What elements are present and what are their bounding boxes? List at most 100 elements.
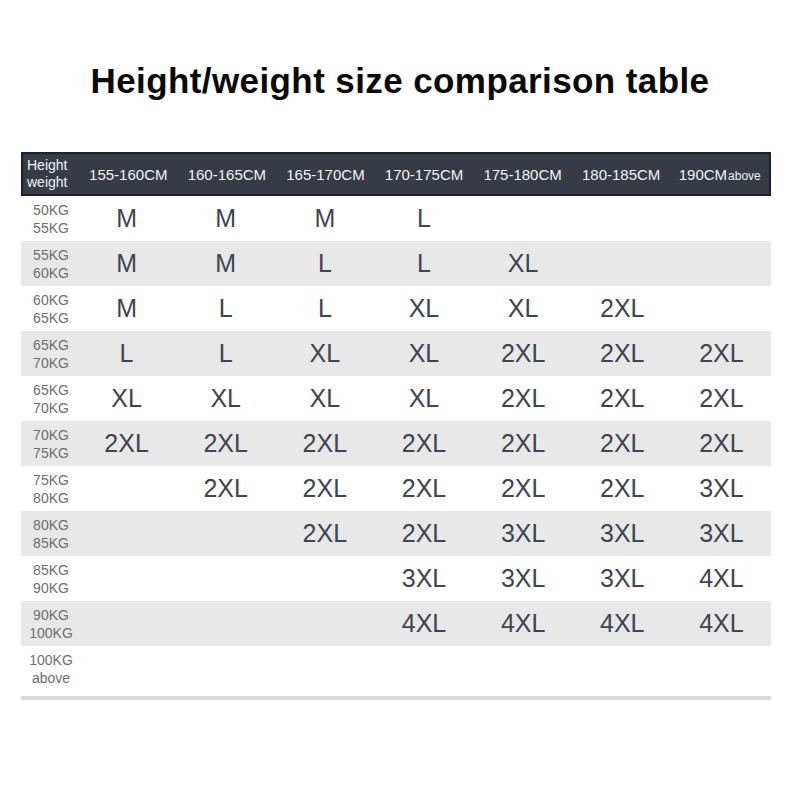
size-cell: L	[374, 204, 473, 233]
size-comparison-table: Height weight 155-160CM 160-165CM 165-17…	[21, 152, 771, 700]
size-cell: 4XL	[474, 609, 573, 638]
table-row: 75KG 80KG 2XL 2XL 2XL 2XL 2XL 3XL	[21, 466, 771, 511]
column-header-suffix: above	[728, 169, 761, 183]
size-cell: L	[374, 249, 473, 278]
weight-line-2: 60KG	[33, 264, 69, 282]
weight-label: 55KG 60KG	[21, 246, 77, 282]
column-header: 155-160CM	[79, 166, 178, 183]
size-cell: 2XL	[573, 339, 672, 368]
size-cell: M	[77, 204, 176, 233]
size-cell: XL	[374, 294, 473, 323]
column-header: 165-170CM	[276, 166, 375, 183]
table-row: 100KG above	[21, 646, 771, 691]
size-cell: 3XL	[672, 519, 771, 548]
size-cell: XL	[275, 384, 374, 413]
table-row: 85KG 90KG 3XL 3XL 3XL 4XL	[21, 556, 771, 601]
size-cell: 2XL	[374, 474, 473, 503]
size-cell: 2XL	[474, 339, 573, 368]
size-cell: 3XL	[573, 564, 672, 593]
table-row: 50KG 55KG M M M L	[21, 196, 771, 241]
weight-label: 65KG 70KG	[21, 381, 77, 417]
corner-cell: Height weight	[23, 157, 79, 191]
size-cell: 4XL	[374, 609, 473, 638]
size-cell: 2XL	[374, 519, 473, 548]
size-cell: 2XL	[573, 384, 672, 413]
weight-line-1: 75KG	[33, 471, 69, 489]
weight-line-2: 80KG	[33, 489, 69, 507]
size-cell: XL	[374, 384, 473, 413]
weight-line-1: 55KG	[33, 246, 69, 264]
size-cell: M	[176, 204, 275, 233]
weight-line-2: 75KG	[33, 444, 69, 462]
size-cell: XL	[374, 339, 473, 368]
size-cell: 2XL	[672, 429, 771, 458]
size-cell: L	[176, 339, 275, 368]
size-cell: 2XL	[275, 474, 374, 503]
size-chart-page: Height/weight size comparison table Heig…	[0, 0, 800, 800]
size-cell: XL	[77, 384, 176, 413]
size-cell: 3XL	[474, 564, 573, 593]
size-cell: 2XL	[77, 429, 176, 458]
table-row: 65KG 70KG L L XL XL 2XL 2XL 2XL	[21, 331, 771, 376]
size-cell: 2XL	[573, 429, 672, 458]
size-cell: 2XL	[474, 474, 573, 503]
size-cell: 2XL	[275, 519, 374, 548]
weight-line-2: 90KG	[33, 579, 69, 597]
size-cell: XL	[176, 384, 275, 413]
size-cell: 4XL	[573, 609, 672, 638]
column-header-main: 190CM	[679, 166, 727, 183]
size-cell: 2XL	[176, 429, 275, 458]
size-cell: 3XL	[374, 564, 473, 593]
size-cell: 4XL	[672, 564, 771, 593]
weight-label: 70KG 75KG	[21, 426, 77, 462]
size-cell: 2XL	[176, 474, 275, 503]
size-cell: M	[77, 249, 176, 278]
weight-label: 85KG 90KG	[21, 561, 77, 597]
corner-line-height: Height	[27, 157, 79, 174]
table-row: 80KG 85KG 2XL 2XL 3XL 3XL 3XL	[21, 511, 771, 556]
weight-line-1: 100KG	[29, 651, 73, 669]
weight-label: 80KG 85KG	[21, 516, 77, 552]
size-cell: L	[275, 249, 374, 278]
column-header-last: 190CMabove	[670, 166, 769, 183]
weight-line-1: 65KG	[33, 336, 69, 354]
weight-line-1: 50KG	[33, 201, 69, 219]
size-cell: 3XL	[672, 474, 771, 503]
corner-line-weight: weight	[27, 174, 79, 191]
column-header: 180-185CM	[572, 166, 671, 183]
weight-line-1: 80KG	[33, 516, 69, 534]
table-body: 50KG 55KG M M M L 55KG 60KG M M L L XL 6…	[21, 196, 771, 691]
size-cell: M	[77, 294, 176, 323]
size-cell: XL	[474, 249, 573, 278]
size-cell: L	[275, 294, 374, 323]
size-cell: 3XL	[474, 519, 573, 548]
page-title: Height/weight size comparison table	[0, 63, 800, 98]
weight-line-1: 90KG	[33, 606, 69, 624]
column-header: 175-180CM	[473, 166, 572, 183]
weight-line-1: 70KG	[33, 426, 69, 444]
size-cell: M	[275, 204, 374, 233]
weight-label: 75KG 80KG	[21, 471, 77, 507]
weight-line-2: 85KG	[33, 534, 69, 552]
column-header: 170-175CM	[375, 166, 474, 183]
weight-label: 50KG 55KG	[21, 201, 77, 237]
size-cell: 3XL	[573, 519, 672, 548]
weight-line-2: 55KG	[33, 219, 69, 237]
size-cell: 2XL	[275, 429, 374, 458]
table-row: 55KG 60KG M M L L XL	[21, 241, 771, 286]
size-cell: M	[176, 249, 275, 278]
weight-label: 60KG 65KG	[21, 291, 77, 327]
table-row: 65KG 70KG XL XL XL XL 2XL 2XL 2XL	[21, 376, 771, 421]
table-header-row: Height weight 155-160CM 160-165CM 165-17…	[21, 152, 771, 196]
table-bottom-divider	[21, 696, 771, 700]
size-cell: 2XL	[672, 384, 771, 413]
size-cell: L	[176, 294, 275, 323]
size-cell: XL	[474, 294, 573, 323]
weight-label: 90KG 100KG	[21, 606, 77, 642]
table-row: 90KG 100KG 4XL 4XL 4XL 4XL	[21, 601, 771, 646]
size-cell: 2XL	[374, 429, 473, 458]
size-cell: 2XL	[573, 474, 672, 503]
size-cell: 2XL	[573, 294, 672, 323]
table-row: 60KG 65KG M L L XL XL 2XL	[21, 286, 771, 331]
weight-line-1: 65KG	[33, 381, 69, 399]
